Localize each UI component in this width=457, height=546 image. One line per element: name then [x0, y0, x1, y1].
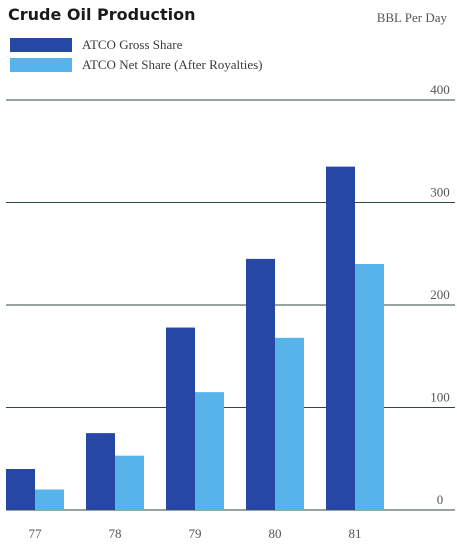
y-tick-label: 0: [437, 492, 444, 507]
y-tick-label: 200: [430, 287, 450, 302]
bar-net-79: [195, 392, 224, 510]
y-tick-label: 100: [430, 390, 450, 405]
chart-legend: ATCO Gross Share ATCO Net Share (After R…: [10, 35, 263, 75]
bar-net-80: [275, 337, 304, 510]
chart-title: Crude Oil Production: [8, 5, 196, 24]
y-tick-label: 300: [430, 185, 450, 200]
x-tick-label: 81: [349, 526, 362, 541]
bar-gross-80: [246, 258, 275, 510]
legend-swatch-net: [10, 58, 72, 72]
x-tick-label: 77: [29, 526, 43, 541]
bar-gross-79: [166, 327, 195, 510]
y-axis-unit-label: BBL Per Day: [376, 10, 447, 25]
bar-net-77: [35, 489, 64, 510]
legend-item-gross: ATCO Gross Share: [10, 35, 263, 55]
bar-gross-77: [6, 469, 35, 510]
legend-item-net: ATCO Net Share (After Royalties): [10, 55, 263, 75]
bar-gross-81: [326, 166, 355, 510]
y-tick-label: 400: [430, 82, 450, 97]
legend-swatch-gross: [10, 38, 72, 52]
legend-label-net: ATCO Net Share (After Royalties): [82, 57, 263, 72]
bar-gross-78: [86, 433, 115, 510]
x-tick-label: 79: [189, 526, 202, 541]
x-tick-label: 80: [269, 526, 282, 541]
x-tick-label: 78: [109, 526, 122, 541]
bar-net-81: [355, 264, 384, 510]
bar-net-78: [115, 455, 144, 510]
legend-label-gross: ATCO Gross Share: [82, 37, 183, 52]
